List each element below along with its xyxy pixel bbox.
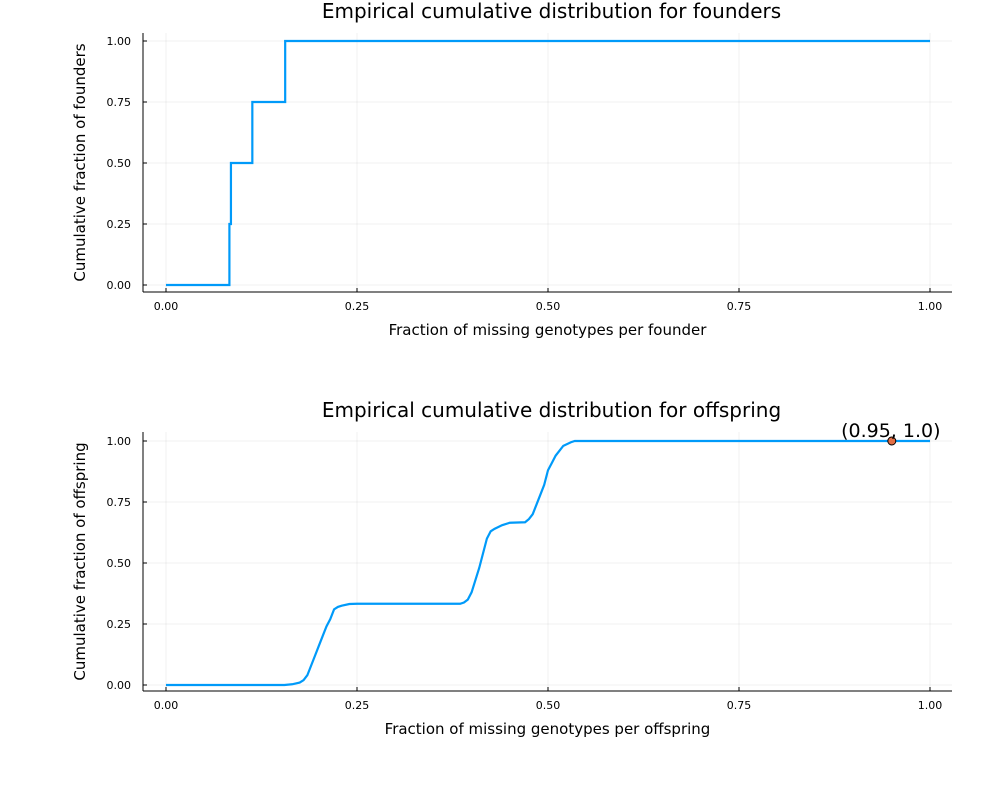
offspring-ticks: 0.00 0.25 0.50 0.75 1.00 0.00 0.25 0.50 0.75 1.00 — [107, 435, 943, 712]
founders-x-tick-label: 0.00 — [154, 300, 179, 313]
founders-chart-title: Empirical cumulative distribution for fo… — [322, 0, 781, 23]
offspring-x-tick-label: 0.75 — [727, 699, 752, 712]
founders-y-axis-label: Cumulative fraction of founders — [71, 43, 89, 281]
offspring-y-tick-label: 0.00 — [107, 679, 132, 692]
founders-grid — [143, 33, 952, 292]
offspring-chart-title: Empirical cumulative distribution for of… — [322, 398, 781, 422]
offspring-panel: 0.00 0.25 0.50 0.75 1.00 0.00 0.25 0.50 0.75 1.00… — [71, 398, 952, 738]
founders-x-tick-label: 1.00 — [918, 300, 943, 313]
offspring-y-axis-label: Cumulative fraction of offspring — [71, 442, 89, 680]
offspring-x-tick-label: 0.50 — [536, 699, 561, 712]
offspring-y-tick-label: 1.00 — [107, 435, 132, 448]
founders-y-tick-label: 0.25 — [107, 218, 132, 231]
offspring-y-tick-label: 0.75 — [107, 496, 132, 509]
founders-y-tick-label: 0.00 — [107, 279, 132, 292]
founders-y-tick-label: 0.75 — [107, 96, 132, 109]
founders-panel: 0.00 0.25 0.50 0.75 1.00 0.00 0.25 0.50 0.75 1.00… — [71, 0, 952, 339]
founders-y-tick-label: 0.50 — [107, 157, 132, 170]
founders-x-tick-label: 0.75 — [727, 300, 752, 313]
founders-y-tick-label: 1.00 — [107, 35, 132, 48]
highlight-point — [887, 436, 897, 446]
offspring-x-axis-label: Fraction of missing genotypes per offspr… — [385, 720, 711, 738]
founders-x-axis-label: Fraction of missing genotypes per founde… — [389, 321, 708, 339]
offspring-ecdf-line — [166, 439, 930, 687]
founders-x-tick-label: 0.50 — [536, 300, 561, 313]
founders-ecdf-line — [166, 39, 930, 287]
offspring-x-tick-label: 0.25 — [345, 699, 370, 712]
offspring-x-tick-label: 1.00 — [918, 699, 943, 712]
founders-ticks: 0.00 0.25 0.50 0.75 1.00 0.00 0.25 0.50 0.75 1.00 — [107, 35, 943, 313]
offspring-y-tick-label: 0.50 — [107, 557, 132, 570]
highlight-point-label: (0.95, 1.0) — [841, 420, 940, 442]
offspring-y-tick-label: 0.25 — [107, 618, 132, 631]
offspring-x-tick-label: 0.00 — [154, 699, 179, 712]
founders-x-tick-label: 0.25 — [345, 300, 370, 313]
